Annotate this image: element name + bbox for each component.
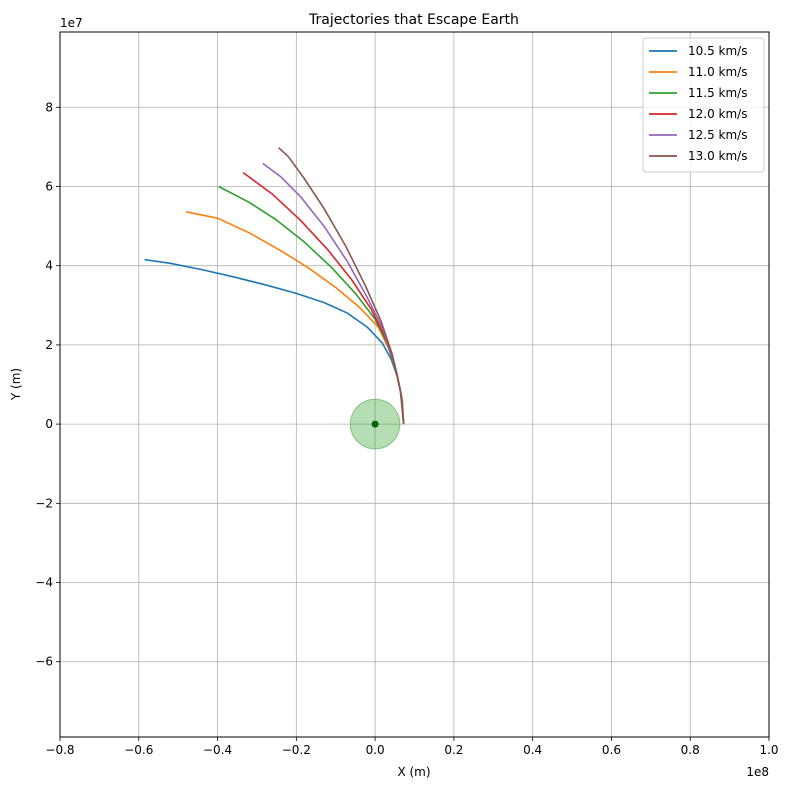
y-tick-label: 0: [45, 417, 53, 431]
legend-label: 12.0 km/s: [688, 107, 747, 121]
chart-title: Trajectories that Escape Earth: [308, 12, 519, 28]
x-tick-label: 1.0: [759, 743, 778, 757]
y-tick-label: 4: [45, 259, 53, 273]
legend-label: 12.5 km/s: [688, 128, 747, 142]
earth: [349, 398, 401, 450]
earth-center-marker: [371, 420, 379, 428]
legend-label: 13.0 km/s: [688, 149, 747, 163]
x-tick-label: 0.6: [602, 743, 621, 757]
y-tick-label: 2: [45, 338, 53, 352]
y-tick-label: 8: [45, 100, 53, 114]
x-axis-ticks: −0.8 −0.6 −0.4 −0.2 0.0 0.2 0.4 0.6 0.8 1.0: [45, 737, 779, 757]
x-tick-label: −0.2: [282, 743, 311, 757]
y-tick-label: −2: [35, 496, 53, 510]
y-axis-scale-label: 1e7: [60, 16, 83, 30]
y-axis-ticks: −6 −4 −2 0 2 4 6 8: [35, 100, 60, 669]
x-tick-label: 0.8: [681, 743, 700, 757]
legend-label: 10.5 km/s: [688, 44, 747, 58]
y-axis-label: Y (m): [9, 368, 23, 401]
y-tick-label: 6: [45, 179, 53, 193]
x-tick-label: −0.6: [124, 743, 153, 757]
x-axis-scale-label: 1e8: [746, 765, 769, 779]
x-tick-label: 0.4: [523, 743, 542, 757]
plot-frame: [59, 31, 770, 738]
x-tick-label: −0.4: [203, 743, 232, 757]
x-tick-label: −0.8: [45, 743, 74, 757]
trajectory-lines: [144, 147, 405, 425]
x-tick-label: 0.2: [444, 743, 463, 757]
x-axis-label: X (m): [397, 765, 430, 779]
y-tick-label: −6: [35, 655, 53, 669]
legend: 10.5 km/s 11.0 km/s 11.5 km/s 12.0 km/s 12.5…: [642, 37, 765, 173]
legend-label: 11.5 km/s: [688, 86, 747, 100]
legend-label: 11.0 km/s: [688, 65, 747, 79]
y-tick-label: −4: [35, 576, 53, 590]
trajectory-line: [278, 147, 405, 425]
x-tick-label: 0.0: [366, 743, 385, 757]
